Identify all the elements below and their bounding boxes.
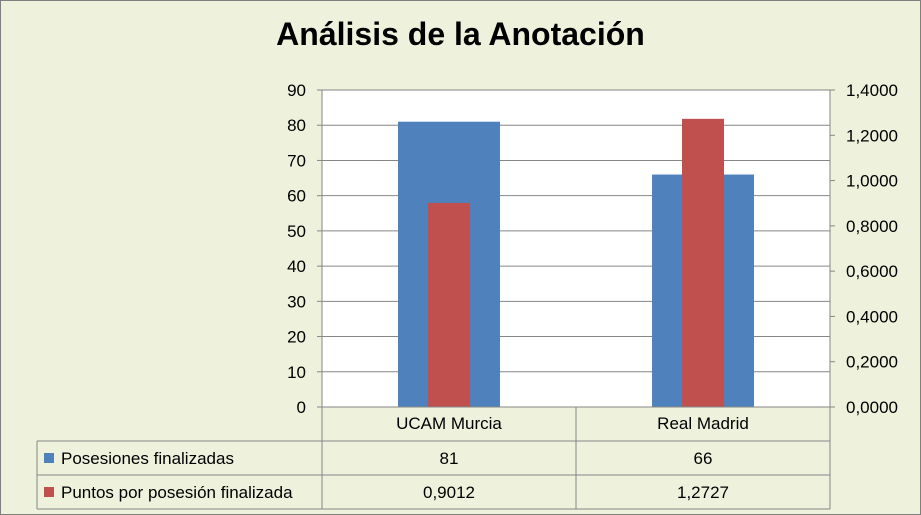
- series-name: Posesiones finalizadas: [61, 449, 234, 468]
- left-axis-tick-label: 50: [287, 222, 306, 241]
- category-label: UCAM Murcia: [396, 414, 502, 433]
- right-axis-tick-label: 0,8000: [846, 217, 898, 236]
- left-axis-tick-label: 70: [287, 151, 306, 170]
- right-axis-tick-label: 0,6000: [846, 262, 898, 281]
- right-axis-tick-label: 1,0000: [846, 172, 898, 191]
- right-axis-tick-label: 1,2000: [846, 126, 898, 145]
- right-axis-tick-label: 1,4000: [846, 81, 898, 100]
- left-axis-tick-label: 80: [287, 116, 306, 135]
- left-axis-tick-label: 0: [297, 398, 306, 417]
- right-axis-tick-label: 0,2000: [846, 353, 898, 372]
- left-axis-tick-label: 20: [287, 328, 306, 347]
- legend-key: [44, 487, 54, 497]
- right-axis-tick-label: 0,0000: [846, 398, 898, 417]
- legend-key: [44, 453, 54, 463]
- chart-title: Análisis de la Anotación: [276, 16, 645, 52]
- left-axis-tick-label: 40: [287, 257, 306, 276]
- data-table-value: 0,9012: [423, 483, 475, 502]
- bar-puntos-por-posesion: [428, 202, 470, 407]
- bar-puntos-por-posesion: [682, 118, 724, 408]
- right-axis-tick-label: 0,4000: [846, 307, 898, 326]
- series-name: Puntos por posesión finalizada: [61, 483, 293, 502]
- left-axis-tick-label: 60: [287, 187, 306, 206]
- category-label: Real Madrid: [657, 414, 749, 433]
- data-table-value: 1,2727: [677, 483, 729, 502]
- left-axis-tick-label: 90: [287, 81, 306, 100]
- left-axis-tick-label: 30: [287, 292, 306, 311]
- data-table-value: 66: [694, 449, 713, 468]
- left-axis-tick-label: 10: [287, 363, 306, 382]
- data-table-value: 81: [440, 449, 459, 468]
